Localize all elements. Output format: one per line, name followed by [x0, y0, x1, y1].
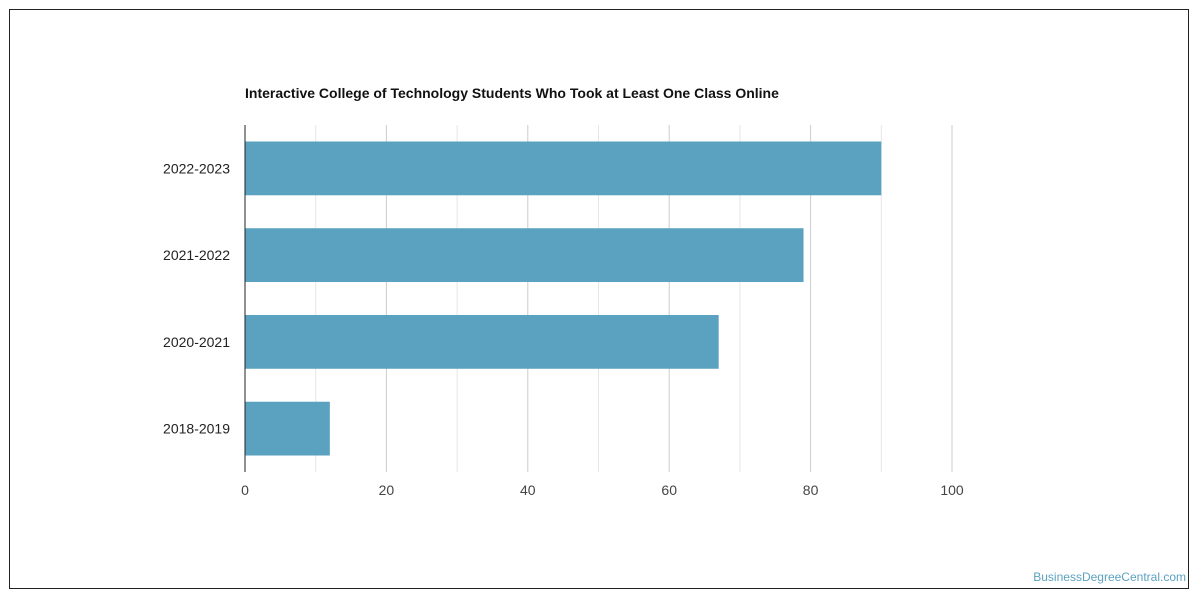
- x-tick-label-20: 20: [379, 482, 395, 498]
- x-tick-label-80: 80: [803, 482, 819, 498]
- bar-2022-2023: [245, 141, 882, 196]
- category-label-2020-2021: 2020-2021: [163, 334, 230, 350]
- category-label-2021-2022: 2021-2022: [163, 247, 230, 263]
- x-tick-label-60: 60: [661, 482, 677, 498]
- watermark: BusinessDegreeCentral.com: [1033, 570, 1186, 584]
- x-tick-label-0: 0: [241, 482, 249, 498]
- chart-title: Interactive College of Technology Studen…: [245, 85, 779, 101]
- category-label-2018-2019: 2018-2019: [163, 421, 230, 437]
- x-tick-label-40: 40: [520, 482, 536, 498]
- x-tick-label-100: 100: [940, 482, 964, 498]
- bar-2018-2019: [245, 401, 330, 456]
- category-label-2022-2023: 2022-2023: [163, 160, 230, 176]
- bar-2021-2022: [245, 228, 804, 283]
- bar-2020-2021: [245, 314, 719, 369]
